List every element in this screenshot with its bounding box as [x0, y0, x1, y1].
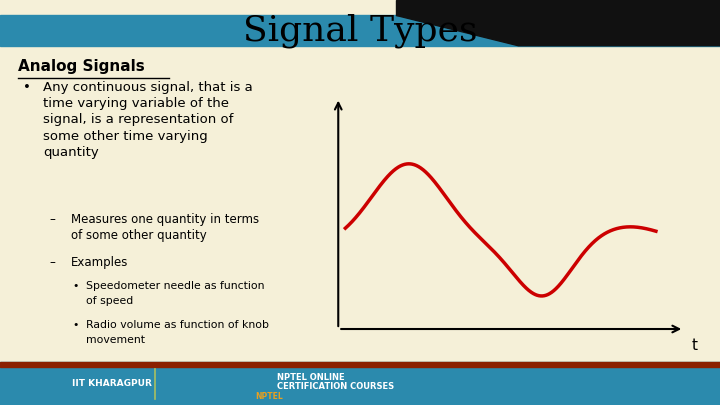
Text: CERTIFICATION COURSES: CERTIFICATION COURSES [277, 382, 395, 391]
Text: •: • [72, 320, 78, 330]
Text: •: • [23, 81, 31, 94]
Text: time varying variable of the: time varying variable of the [43, 97, 229, 110]
Text: •: • [72, 281, 78, 292]
Polygon shape [396, 15, 720, 46]
Text: of some other quantity: of some other quantity [71, 229, 207, 242]
Text: Signal Types: Signal Types [243, 13, 477, 48]
Text: IIT KHARAGPUR: IIT KHARAGPUR [72, 379, 151, 388]
Text: NPTEL: NPTEL [256, 392, 284, 401]
Text: t: t [691, 338, 697, 353]
Text: –: – [49, 213, 55, 226]
Bar [0, 362, 720, 367]
Bar [0, 362, 720, 405]
Text: Speedometer needle as function: Speedometer needle as function [86, 281, 265, 292]
Bar [396, 0, 720, 15]
Text: signal, is a representation of: signal, is a representation of [43, 113, 233, 126]
Text: Measures one quantity in terms: Measures one quantity in terms [71, 213, 258, 226]
Text: some other time varying: some other time varying [43, 130, 208, 143]
Text: –: – [49, 256, 55, 269]
Text: NPTEL ONLINE: NPTEL ONLINE [277, 373, 345, 382]
Text: Analog Signals: Analog Signals [18, 59, 145, 74]
Text: Examples: Examples [71, 256, 128, 269]
Text: of speed: of speed [86, 296, 134, 306]
Bar [0, 15, 720, 46]
Text: movement: movement [86, 335, 145, 345]
Text: quantity: quantity [43, 146, 99, 159]
Text: Any continuous signal, that is a: Any continuous signal, that is a [43, 81, 253, 94]
Text: Radio volume as function of knob: Radio volume as function of knob [86, 320, 269, 330]
